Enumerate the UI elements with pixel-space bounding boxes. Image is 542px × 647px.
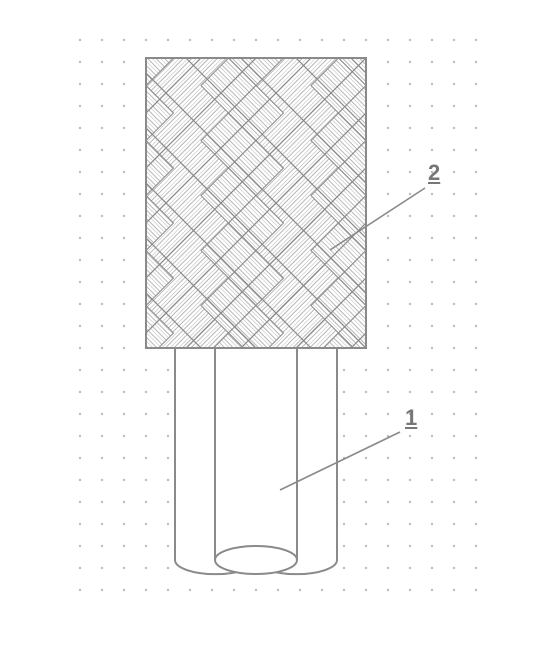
- diagram-canvas: 2 1: [0, 0, 542, 647]
- tubes-group: [175, 348, 337, 576]
- callout-label-2: 2: [428, 160, 440, 186]
- diagram-svg: [0, 0, 542, 647]
- braided-block: [0, 0, 542, 388]
- callout-label-1: 1: [405, 405, 417, 431]
